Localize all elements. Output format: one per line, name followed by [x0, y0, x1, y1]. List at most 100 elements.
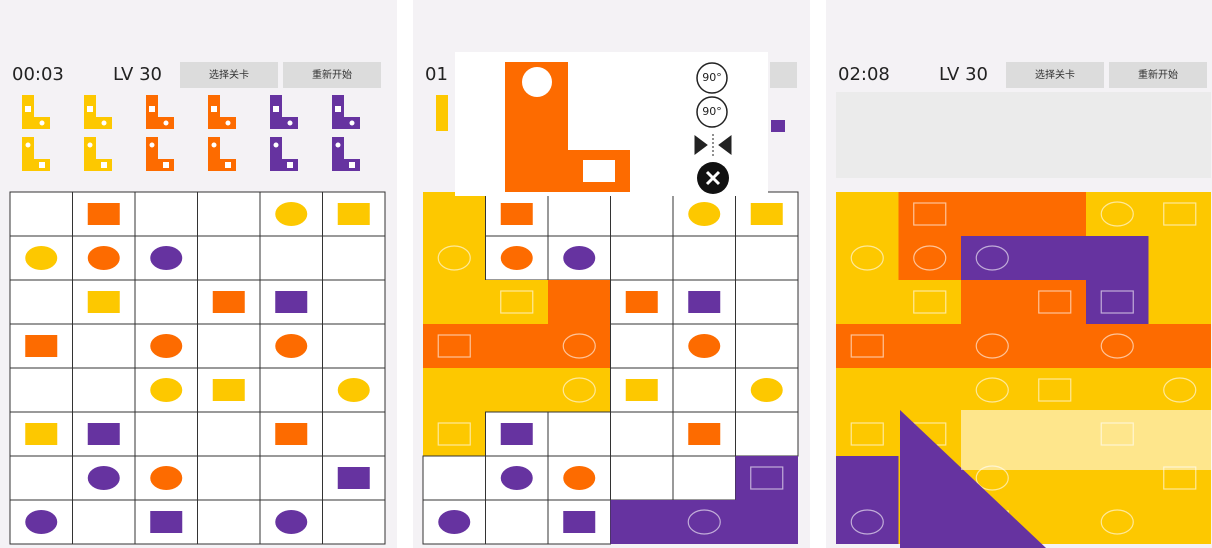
- cell: [197, 411, 261, 457]
- cell: [322, 323, 386, 369]
- cell: [423, 324, 486, 368]
- cell: [836, 456, 899, 500]
- cell: [72, 367, 136, 413]
- cell: [836, 280, 899, 324]
- piece-dot: [87, 142, 93, 148]
- piece-dot: [225, 120, 231, 126]
- marker-circle: [850, 509, 884, 535]
- button-label[interactable]: 重新开始: [1138, 68, 1178, 81]
- rotate-button[interactable]: [696, 62, 728, 94]
- cell: [423, 280, 486, 324]
- cell: [735, 323, 799, 369]
- cell: [134, 499, 198, 545]
- button[interactable]: [180, 62, 278, 88]
- marker-square: [913, 290, 947, 314]
- marker-circle: [563, 466, 596, 490]
- marker-square: [87, 203, 120, 225]
- piece-dot: [225, 162, 231, 168]
- tray: [10, 92, 385, 178]
- cell: [259, 455, 323, 501]
- cell: [423, 368, 486, 412]
- cell: [610, 235, 674, 281]
- piece-dot: [149, 106, 155, 112]
- piece-popup: 90° 90°: [455, 52, 768, 196]
- cell: [197, 235, 261, 281]
- cell: [322, 411, 386, 457]
- level: LV 30: [939, 64, 988, 85]
- cell: [1023, 280, 1086, 324]
- cell: [836, 324, 899, 368]
- marker-circle: [975, 333, 1009, 359]
- marker-square: [563, 511, 596, 533]
- cell: [422, 455, 486, 501]
- piece-dot: [163, 120, 169, 126]
- marker-circle: [500, 246, 533, 270]
- marker-circle: [150, 466, 183, 490]
- rotate-label[interactable]: 90°: [702, 71, 722, 84]
- marker-circle: [562, 377, 596, 403]
- marker-circle: [437, 245, 471, 271]
- marker-circle: [438, 510, 471, 534]
- button[interactable]: [283, 62, 381, 88]
- marker-square: [212, 291, 245, 313]
- cell: [735, 411, 799, 457]
- marker-square: [1038, 378, 1072, 402]
- button[interactable]: [1006, 62, 1104, 88]
- button-label[interactable]: 选择关卡: [1035, 68, 1075, 81]
- button-label[interactable]: 选择关卡: [209, 68, 249, 81]
- cell: [322, 279, 386, 325]
- cell: [1148, 324, 1211, 368]
- marker-square: [337, 467, 370, 489]
- piece-overlay: [900, 410, 1046, 548]
- marker-square: [212, 379, 245, 401]
- cell: [1086, 368, 1149, 412]
- rotate-button[interactable]: [696, 96, 728, 128]
- cell: [673, 500, 736, 544]
- marker-circle: [275, 334, 308, 358]
- marker-square: [850, 334, 884, 358]
- cell: [1023, 236, 1086, 280]
- cell: [961, 236, 1024, 280]
- cell: [485, 280, 548, 324]
- marker-square: [1163, 202, 1197, 226]
- cell: [197, 499, 261, 545]
- marker-circle: [1100, 201, 1134, 227]
- cell: [485, 368, 548, 412]
- cell: [961, 324, 1024, 368]
- tray: [836, 92, 1211, 178]
- piece-dot: [101, 162, 107, 168]
- marker-circle: [150, 334, 183, 358]
- piece: [84, 95, 112, 129]
- cell: [961, 280, 1024, 324]
- cell: [1086, 280, 1149, 324]
- marker-circle: [687, 509, 721, 535]
- cell: [547, 411, 611, 457]
- cell: [672, 235, 736, 281]
- cell: [72, 323, 136, 369]
- marker-square: [688, 423, 721, 445]
- cell: [1023, 192, 1086, 236]
- flip-button[interactable]: [694, 135, 732, 155]
- cell: [423, 236, 486, 280]
- marker-circle: [1100, 333, 1134, 359]
- marker-square: [87, 291, 120, 313]
- marker-square: [1100, 290, 1134, 314]
- button-label[interactable]: 重新开始: [312, 68, 352, 81]
- cell: [322, 499, 386, 545]
- marker-circle: [1163, 377, 1197, 403]
- cell: [1086, 236, 1149, 280]
- cell: [423, 412, 486, 456]
- cell: [898, 368, 961, 412]
- cell: [9, 235, 73, 281]
- button[interactable]: [770, 62, 797, 88]
- cell: [548, 368, 611, 412]
- marker-square: [337, 203, 370, 225]
- marker-circle: [688, 334, 721, 358]
- cell: [1023, 324, 1086, 368]
- rotate-label[interactable]: 90°: [702, 105, 722, 118]
- cell: [9, 455, 73, 501]
- cell: [322, 191, 386, 237]
- button[interactable]: [1109, 62, 1207, 88]
- cell: [610, 500, 673, 544]
